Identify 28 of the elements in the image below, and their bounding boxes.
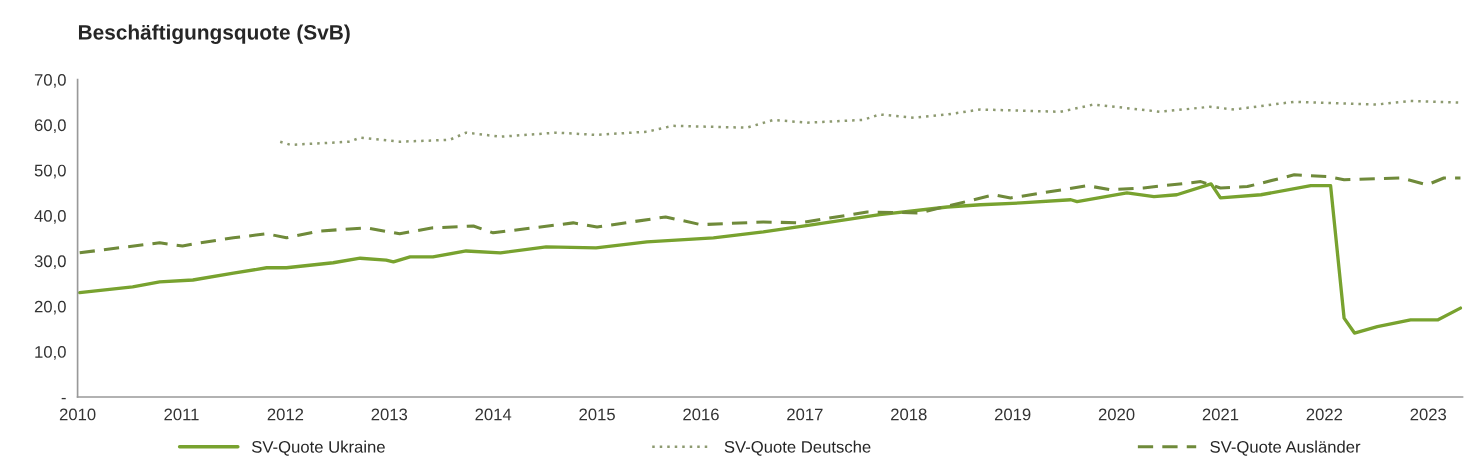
x-tick-label: 2013	[371, 408, 408, 421]
x-tick-label: 2012	[267, 408, 304, 421]
x-tick-label: 2019	[994, 408, 1031, 421]
y-tick-label: 70,0	[34, 73, 66, 88]
x-tick-label: 2011	[164, 408, 199, 421]
legend-label: SV-Quote Ukraine	[252, 440, 385, 456]
x-tick-label: 2023	[1410, 408, 1447, 421]
x-tick-label: 2020	[1098, 408, 1135, 421]
x-tick-label: 2016	[683, 408, 719, 421]
x-tick-label: 2014	[475, 408, 512, 421]
y-tick-label: 60,0	[34, 119, 66, 134]
x-tick-label: 2015	[579, 408, 615, 421]
x-tick-label: 2018	[891, 408, 927, 421]
y-tick-label: 20,0	[34, 300, 66, 315]
chart-title: Beschäftigungsquote (SvB)	[78, 24, 350, 44]
x-tick-label: 2022	[1306, 408, 1343, 421]
line-series	[78, 173, 1462, 255]
x-tick-label: 2010	[59, 408, 96, 421]
line-series	[78, 182, 1463, 335]
y-tick-label: 30,0	[34, 255, 66, 270]
y-tick-label: 50,0	[34, 164, 66, 179]
y-tick-label: -	[61, 397, 66, 400]
legend-label: SV-Quote Ausländer	[1210, 440, 1361, 456]
legend-label: SV-Quote Deutsche	[724, 440, 871, 456]
x-tick-label: 2017	[787, 408, 823, 421]
x-tick-label: 2021	[1202, 408, 1239, 421]
y-tick-label: 40,0	[34, 210, 66, 224]
y-tick-label: 10,0	[35, 346, 66, 360]
